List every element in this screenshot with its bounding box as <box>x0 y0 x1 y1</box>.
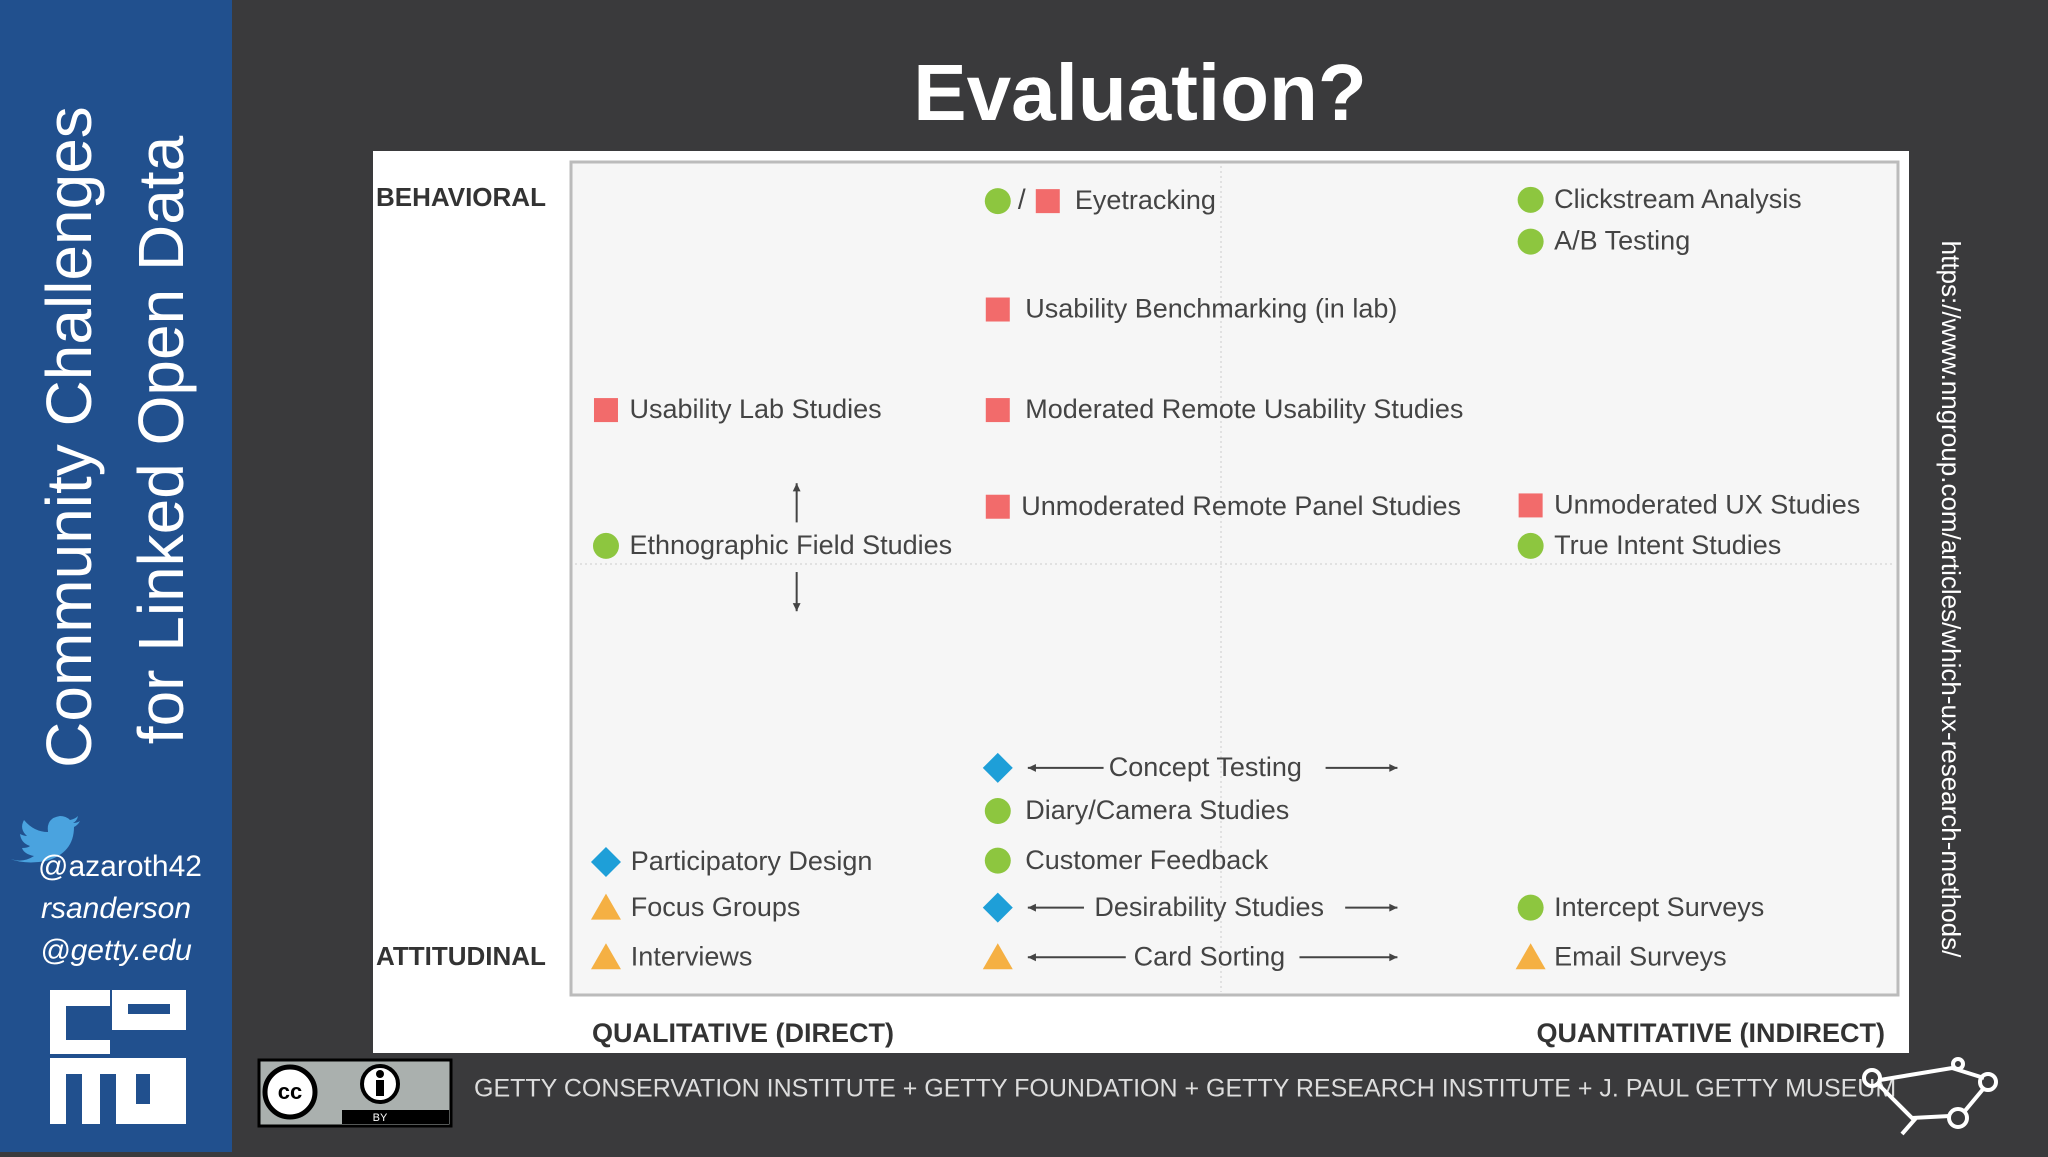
method-label: Clickstream Analysis <box>1554 184 1802 214</box>
arrow-head <box>1389 953 1398 962</box>
sidebar-title: Community Challenges <box>33 106 105 768</box>
marker <box>1518 493 1543 518</box>
method-label: Concept Testing <box>1109 752 1302 782</box>
slide-title: Evaluation? <box>913 48 1366 137</box>
marker <box>592 532 619 559</box>
sidebar <box>0 0 232 1152</box>
axis-label: BEHAVIORAL <box>376 182 546 212</box>
arrow-head <box>1027 764 1036 772</box>
marker <box>984 188 1011 215</box>
marker <box>985 494 1010 519</box>
method-label: Eyetracking <box>1075 185 1216 215</box>
license-badge: cc BY <box>257 1058 453 1128</box>
marker <box>985 297 1010 322</box>
arrow-head <box>1389 903 1398 912</box>
marker <box>1517 186 1544 213</box>
plot-frame <box>569 160 1900 997</box>
method-label: Ethnographic Field Studies <box>629 530 952 560</box>
items: / Eyetracking Clickstream Analysis A/B Test… <box>590 184 1860 971</box>
method-label: Desirability Studies <box>1094 892 1324 922</box>
method-label: Card Sorting <box>1134 941 1286 971</box>
method-label: Customer Feedback <box>1025 845 1269 875</box>
marker <box>1517 894 1544 921</box>
marker <box>982 892 1013 923</box>
method-label: Focus Groups <box>631 892 801 922</box>
method-label: Diary/Camera Studies <box>1025 795 1289 825</box>
sidebar-title: for Linked Open Data <box>125 135 197 744</box>
marker <box>982 943 1013 970</box>
arrow-head <box>1389 764 1398 772</box>
marker <box>1515 943 1546 970</box>
method-label: Email Surveys <box>1554 941 1727 971</box>
arrow-head <box>1027 953 1036 962</box>
marker <box>590 893 621 920</box>
arrow-head <box>792 483 801 492</box>
twitter-icon <box>8 816 80 863</box>
getty-logo <box>50 990 186 1124</box>
footer-text: GETTY CONSERVATION INSTITUTE + GETTY FOU… <box>474 1075 1896 1103</box>
axis-label: ATTITUDINAL <box>376 941 546 971</box>
method-label: Unmoderated Remote Panel Studies <box>1021 491 1461 521</box>
axis-label: QUANTITATIVE (INDIRECT) <box>1537 1018 1885 1048</box>
marker <box>984 798 1011 825</box>
marker <box>1517 228 1544 255</box>
marker <box>984 847 1011 874</box>
method-label: Usability Benchmarking (in lab) <box>1025 294 1397 324</box>
handle: @getty.edu <box>40 934 192 967</box>
method-label: True Intent Studies <box>1554 530 1781 560</box>
method-label: Participatory Design <box>631 846 873 876</box>
separator: / <box>1018 184 1026 215</box>
svg-text:cc: cc <box>278 1079 302 1104</box>
marker <box>1517 532 1544 559</box>
method-label: Unmoderated UX Studies <box>1554 490 1860 520</box>
marker <box>982 752 1013 783</box>
method-label: Moderated Remote Usability Studies <box>1025 394 1463 424</box>
marker <box>593 398 618 423</box>
marker <box>590 943 621 970</box>
handle: @azaroth42 <box>38 850 202 883</box>
axis-label: QUALITATIVE (DIRECT) <box>592 1018 894 1048</box>
handle: rsanderson <box>41 892 191 925</box>
network-icon <box>1862 1057 1998 1136</box>
source-url: https://www.nngroup.com/articles/which-u… <box>1936 241 1966 959</box>
license-label: BY <box>373 1112 388 1124</box>
marker <box>985 398 1010 423</box>
marker <box>1035 189 1060 214</box>
marker <box>590 846 621 877</box>
method-label: Interviews <box>631 941 753 971</box>
method-label: A/B Testing <box>1554 226 1690 256</box>
arrow-head <box>1027 903 1036 912</box>
arrow-head <box>792 603 801 612</box>
method-label: Usability Lab Studies <box>629 394 881 424</box>
method-label: Intercept Surveys <box>1554 892 1764 922</box>
